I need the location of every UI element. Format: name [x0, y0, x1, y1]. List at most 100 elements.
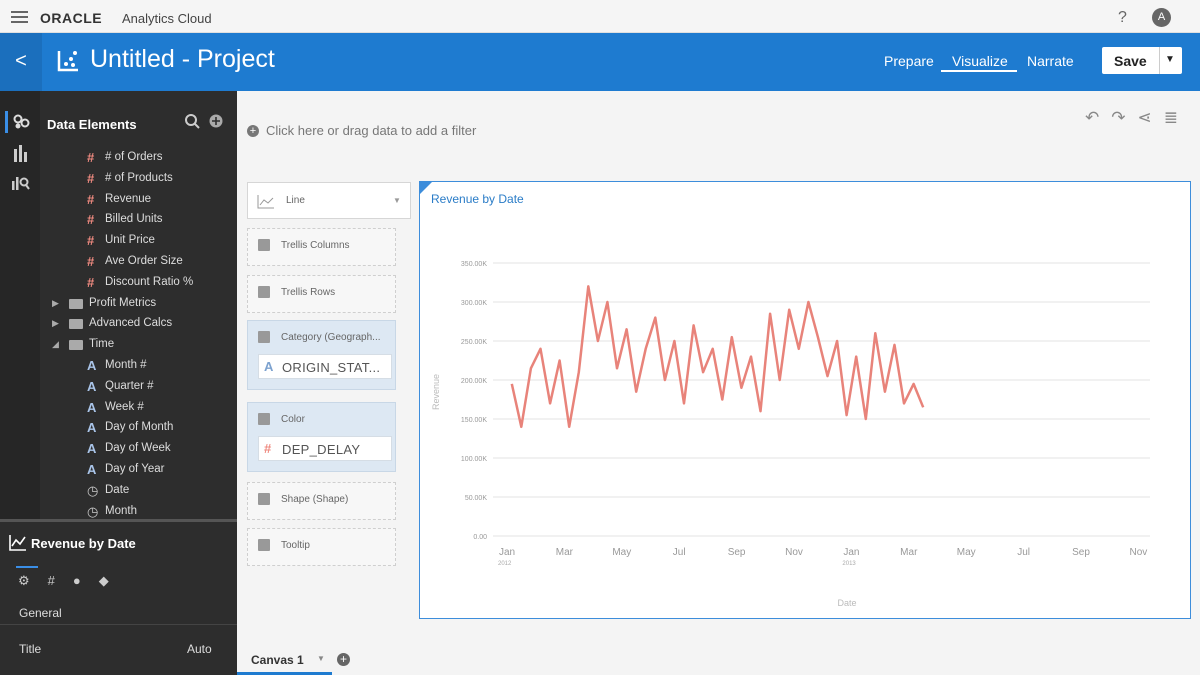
folder-label[interactable]: Time	[89, 338, 115, 351]
add-canvas[interactable]: +	[337, 653, 350, 666]
nav-tab[interactable]: Visualize	[952, 53, 1008, 69]
element-label[interactable]: Month #	[105, 359, 147, 371]
x-tick-label: May	[612, 547, 631, 558]
folder-label[interactable]: Advanced Calcs	[89, 317, 173, 330]
help-button[interactable]: ?	[1118, 9, 1127, 26]
x-tick-sublabel: 2012	[498, 561, 512, 567]
y-tick-label: 50.00K	[465, 495, 488, 502]
save-dropdown[interactable]: ▼	[1165, 54, 1175, 65]
slot-label: Trellis Rows	[281, 287, 336, 298]
y-axis-label: Revenue	[431, 374, 441, 410]
element-label[interactable]: Date	[105, 483, 130, 496]
drop-zone[interactable]: Category (Geograph... A ORIGIN_STAT...	[247, 320, 396, 390]
drop-zone[interactable]: Trellis Columns	[247, 228, 396, 266]
slot-icon	[258, 539, 270, 551]
toolbar-actions[interactable]: ↶↷⋖≣	[1085, 108, 1190, 127]
folder-label[interactable]: Profit Metrics	[89, 296, 157, 309]
measure-icon: #	[87, 212, 95, 228]
slot-icon	[258, 413, 270, 425]
measure-icon: #	[87, 170, 95, 186]
element-label[interactable]: Revenue	[105, 192, 152, 205]
data-pill[interactable]: # DEP_DELAY	[258, 436, 392, 461]
element-label[interactable]: # of Orders	[105, 151, 163, 163]
avatar[interactable]: A	[1152, 8, 1171, 27]
element-label[interactable]: Unit Price	[105, 234, 155, 247]
data-pill[interactable]: A ORIGIN_STAT...	[258, 354, 392, 379]
drop-zone[interactable]: Shape (Shape)	[247, 482, 396, 520]
y-tick-label: 200.00K	[461, 378, 487, 385]
x-tick-label: Jul	[673, 547, 686, 558]
element-label[interactable]: # of Products	[105, 171, 173, 184]
expand-arrow[interactable]: ▶	[52, 318, 59, 329]
measure-icon: #	[87, 233, 95, 249]
attribute-icon: A	[264, 359, 274, 374]
brand: ORACLE	[40, 10, 103, 26]
canvas-tab[interactable]: Canvas 1	[251, 653, 304, 667]
panel-title: Data Elements	[47, 117, 137, 132]
active-indicator	[5, 111, 8, 133]
chart-frame[interactable]: Revenue by Date Revenue Date 0.00 50.00K 100.…	[419, 181, 1191, 619]
element-label[interactable]: Day of Month	[105, 421, 174, 434]
x-axis-label: Date	[837, 598, 856, 608]
nav-tab[interactable]: Narrate	[1027, 53, 1074, 69]
menu-button[interactable]	[11, 11, 28, 23]
property-value[interactable]: Auto	[187, 642, 212, 656]
filter-hint[interactable]: Click here or drag data to add a filter	[266, 123, 477, 138]
add-filter-icon[interactable]: +	[247, 125, 259, 137]
viz-type-picker[interactable]: Line ▼	[247, 182, 411, 219]
measure-icon: #	[87, 274, 95, 290]
line-icon	[257, 195, 274, 209]
attribute-icon: A	[87, 420, 97, 436]
drop-zone[interactable]: Tooltip	[247, 528, 396, 566]
attribute-icon: A	[87, 358, 97, 373]
pill-label: ORIGIN_STAT...	[282, 360, 381, 375]
slot-icon	[258, 331, 270, 343]
product-name: Analytics Cloud	[122, 11, 212, 26]
pill-label: DEP_DELAY	[282, 442, 361, 457]
element-label[interactable]: Discount Ratio %	[105, 275, 194, 288]
element-label[interactable]: Day of Year	[105, 463, 165, 475]
y-tick-label: 300.00K	[461, 300, 487, 307]
slot-icon	[258, 239, 270, 251]
drop-zone[interactable]: Trellis Rows	[247, 275, 396, 313]
measure-icon: #	[264, 441, 272, 456]
attribute-icon: A	[87, 462, 97, 477]
x-tick-label: Mar	[556, 547, 574, 558]
data-line	[510, 285, 925, 429]
element-label[interactable]: Week #	[105, 400, 144, 413]
element-label[interactable]: Day of Week	[105, 442, 171, 455]
slot-icon	[258, 493, 270, 505]
viz-type: Line	[286, 195, 305, 206]
element-label[interactable]: Quarter #	[105, 379, 154, 392]
expand-arrow[interactable]: ▶	[52, 297, 59, 308]
date-icon: ◷	[87, 482, 99, 498]
panel-actions[interactable]	[184, 113, 226, 131]
element-label[interactable]: Ave Order Size	[105, 255, 183, 267]
active-indicator	[237, 672, 332, 675]
properties-title: Revenue by Date	[31, 536, 136, 551]
attribute-icon: A	[87, 378, 97, 394]
expand-arrow[interactable]: ◢	[52, 339, 59, 350]
chart-title: Revenue by Date	[431, 192, 524, 206]
attribute-icon: A	[87, 399, 97, 415]
element-label[interactable]: Month	[105, 504, 137, 517]
slot-label: Shape (Shape)	[281, 494, 349, 505]
element-label[interactable]: Billed Units	[105, 213, 163, 226]
folder-icon	[69, 298, 83, 309]
drop-zone[interactable]: Color # DEP_DELAY	[247, 402, 396, 472]
section-label: General	[19, 606, 62, 620]
save-button[interactable]: Save ▼	[1102, 47, 1182, 74]
project-icon	[57, 51, 78, 72]
dropdown-arrow: ▼	[393, 196, 401, 205]
x-tick-label: Sep	[1072, 547, 1090, 558]
slot-label: Category (Geograph...	[281, 332, 381, 343]
nav-tab[interactable]: Prepare	[884, 53, 934, 69]
corner-flag	[420, 182, 432, 194]
y-tick-label: 150.00K	[461, 417, 487, 424]
measure-icon: #	[87, 150, 95, 165]
properties-tabs[interactable]: ⚙#●◆	[18, 573, 127, 588]
property-name: Title	[19, 642, 42, 656]
back-button[interactable]: <	[0, 33, 42, 91]
canvas-menu[interactable]: ▼	[317, 654, 325, 663]
canvas-tab-bar: Canvas 1 ▼ +	[237, 645, 1200, 675]
